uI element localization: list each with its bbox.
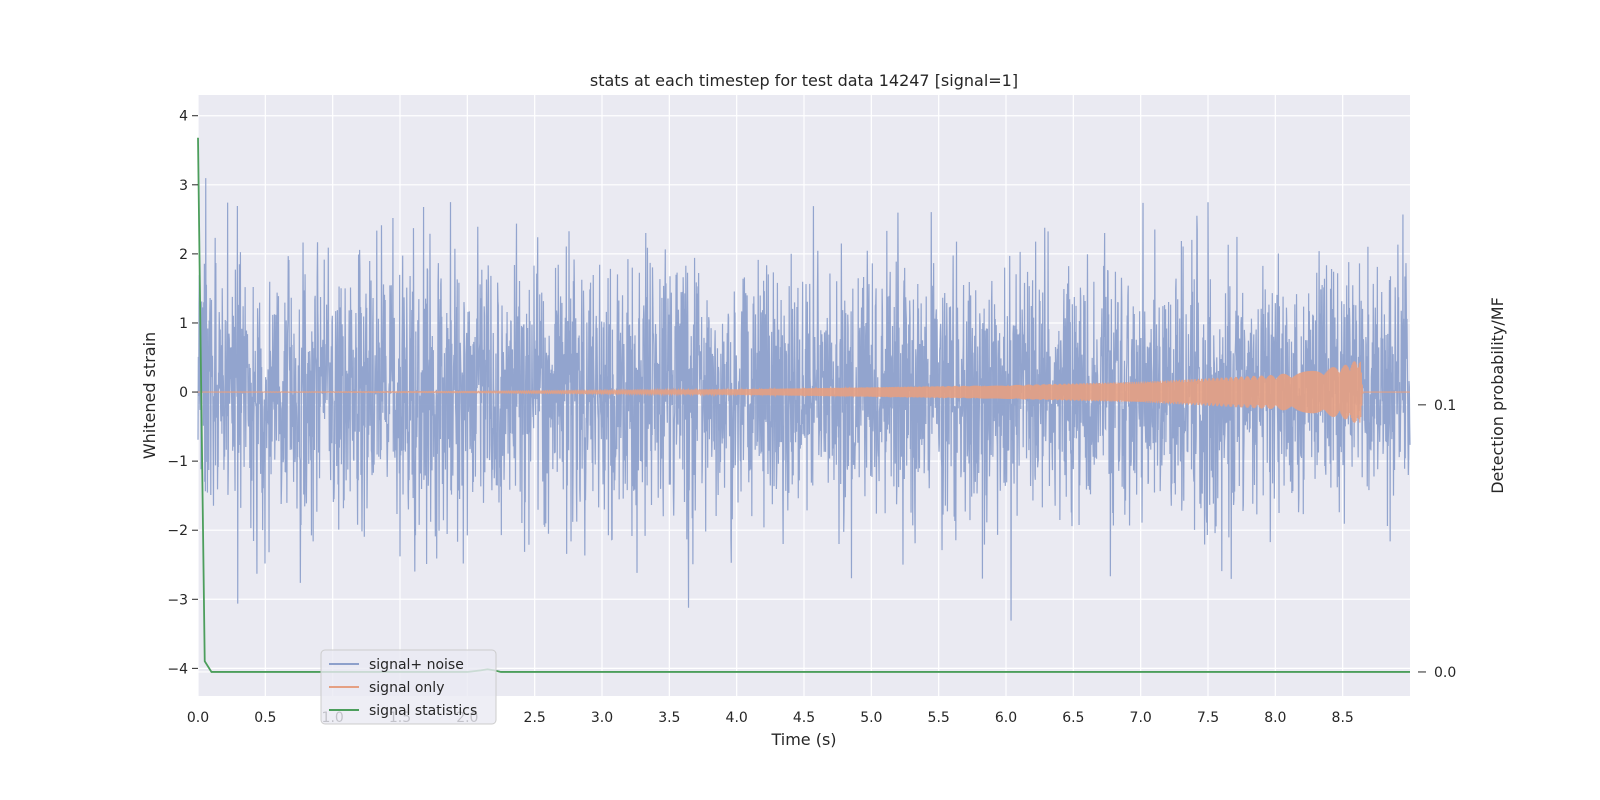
x-tick-label-9: 4.5 <box>793 710 815 726</box>
x-tick-label-16: 8.0 <box>1264 710 1286 726</box>
series-signal-only <box>198 361 1410 423</box>
y2-tick-label-0: 0.1 <box>1434 398 1456 414</box>
x-tick-label-13: 6.5 <box>1062 710 1084 726</box>
y-axis-label: Whitened strain <box>140 332 159 459</box>
signal-noise-line <box>197 178 1411 621</box>
x-tick-label-17: 8.5 <box>1332 710 1354 726</box>
chart-title: stats at each timestep for test data 142… <box>590 71 1018 90</box>
legend-label-signal-only: signal only <box>369 680 444 696</box>
x-tick-label-7: 3.5 <box>658 710 680 726</box>
x-tick-label-11: 5.5 <box>928 710 950 726</box>
legend-label-signal-noise: signal+ noise <box>369 657 464 673</box>
y-tick-label-6: −2 <box>167 523 188 539</box>
y-tick-label-7: −3 <box>167 592 188 608</box>
y-tick-label-4: 0 <box>179 385 188 401</box>
x-tick-label-1: 0.5 <box>254 710 276 726</box>
y-tick-label-5: −1 <box>167 454 188 470</box>
y2-tick-label-1: 0.0 <box>1434 665 1456 681</box>
y-tick-label-3: 1 <box>179 316 188 332</box>
y2-axis-ticks: 0.1 0.0 <box>1418 398 1456 681</box>
x-axis-label: Time (s) <box>770 730 836 749</box>
y2-axis-label: Detection probability/MF <box>1488 297 1507 494</box>
legend: signal+ noise signal only signal statist… <box>320 649 497 725</box>
y-axis-ticks: 4 3 2 1 0 −1 −2 −3 −4 <box>167 109 198 677</box>
y-tick-label-0: 4 <box>179 109 188 125</box>
y-tick-label-2: 2 <box>179 247 188 263</box>
x-tick-label-15: 7.5 <box>1197 710 1219 726</box>
x-tick-label-5: 2.5 <box>524 710 546 726</box>
x-tick-label-14: 7.0 <box>1130 710 1152 726</box>
x-tick-label-8: 4.0 <box>726 710 748 726</box>
legend-label-signal-statistics: signal statistics <box>369 703 477 719</box>
x-tick-label-0: 0.0 <box>187 710 209 726</box>
series-signal-noise <box>197 178 1411 621</box>
x-tick-label-10: 5.0 <box>860 710 882 726</box>
x-tick-label-12: 6.0 <box>995 710 1017 726</box>
y-tick-label-1: 3 <box>179 178 188 194</box>
x-tick-label-6: 3.0 <box>591 710 613 726</box>
legend-box <box>320 649 497 725</box>
y-tick-label-8: −4 <box>167 661 188 677</box>
signal-only-line <box>198 361 1410 423</box>
